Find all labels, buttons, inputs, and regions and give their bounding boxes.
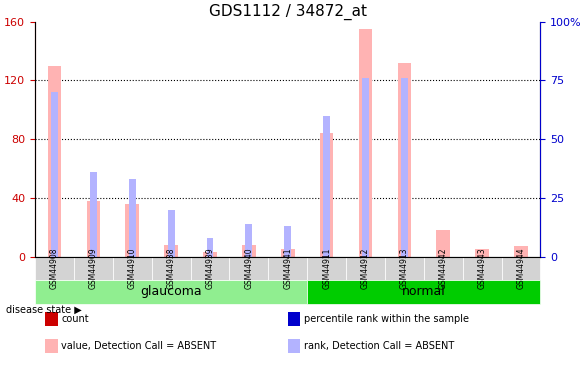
Bar <box>320 134 333 257</box>
Text: GSM44939: GSM44939 <box>206 248 214 289</box>
FancyBboxPatch shape <box>35 280 307 304</box>
Bar <box>475 249 489 257</box>
Text: GSM44911: GSM44911 <box>322 248 331 289</box>
FancyBboxPatch shape <box>152 257 190 280</box>
FancyBboxPatch shape <box>268 257 307 280</box>
Text: GSM44913: GSM44913 <box>400 248 409 289</box>
Bar <box>51 92 58 257</box>
Title: GDS1112 / 34872_at: GDS1112 / 34872_at <box>209 4 367 20</box>
Bar <box>47 66 62 257</box>
Text: normal: normal <box>402 285 446 298</box>
FancyBboxPatch shape <box>35 257 74 280</box>
Bar <box>203 252 217 257</box>
Text: glaucoma: glaucoma <box>140 285 202 298</box>
Bar <box>168 210 175 257</box>
Bar <box>288 339 301 353</box>
Bar <box>90 172 97 257</box>
Bar <box>362 78 369 257</box>
Bar <box>515 246 528 257</box>
Bar <box>284 226 291 257</box>
Bar <box>323 116 330 257</box>
Bar <box>87 201 100 257</box>
FancyBboxPatch shape <box>463 257 502 280</box>
Text: GSM44942: GSM44942 <box>439 248 448 289</box>
Bar <box>359 29 372 257</box>
Text: GSM44910: GSM44910 <box>128 248 137 289</box>
Text: GSM44909: GSM44909 <box>89 248 98 289</box>
Bar <box>401 78 408 257</box>
Bar <box>45 312 58 326</box>
Bar <box>45 339 58 353</box>
Text: disease state ▶: disease state ▶ <box>6 304 81 314</box>
Bar <box>246 224 252 257</box>
FancyBboxPatch shape <box>74 257 113 280</box>
Text: value, Detection Call = ABSENT: value, Detection Call = ABSENT <box>62 341 216 351</box>
Text: GSM44944: GSM44944 <box>516 248 526 289</box>
FancyBboxPatch shape <box>307 280 540 304</box>
FancyBboxPatch shape <box>424 257 463 280</box>
Bar <box>242 245 255 257</box>
Bar <box>281 249 295 257</box>
Text: GSM44938: GSM44938 <box>166 248 176 289</box>
Bar <box>288 312 301 326</box>
FancyBboxPatch shape <box>385 257 424 280</box>
Text: GSM44908: GSM44908 <box>50 248 59 289</box>
FancyBboxPatch shape <box>346 257 385 280</box>
Bar <box>125 204 139 257</box>
FancyBboxPatch shape <box>502 257 540 280</box>
Bar <box>207 238 213 257</box>
Bar <box>129 179 135 257</box>
FancyBboxPatch shape <box>307 257 346 280</box>
FancyBboxPatch shape <box>230 257 268 280</box>
Bar <box>397 63 411 257</box>
Text: percentile rank within the sample: percentile rank within the sample <box>304 314 469 324</box>
Text: rank, Detection Call = ABSENT: rank, Detection Call = ABSENT <box>304 341 454 351</box>
Text: count: count <box>62 314 89 324</box>
Bar <box>437 230 450 257</box>
FancyBboxPatch shape <box>190 257 230 280</box>
Bar <box>164 245 178 257</box>
FancyBboxPatch shape <box>113 257 152 280</box>
Text: GSM44943: GSM44943 <box>478 248 486 289</box>
Text: GSM44912: GSM44912 <box>361 248 370 289</box>
Text: GSM44941: GSM44941 <box>283 248 292 289</box>
Text: GSM44940: GSM44940 <box>244 248 253 289</box>
